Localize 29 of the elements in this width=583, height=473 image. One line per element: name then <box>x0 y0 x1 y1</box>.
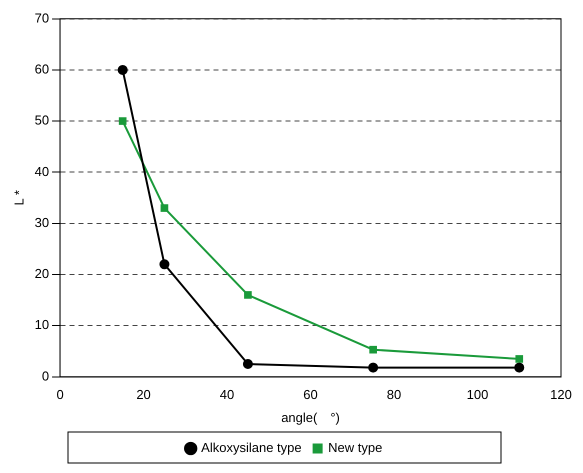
x-tick-label: 40 <box>220 387 234 402</box>
point <box>118 117 127 125</box>
point <box>118 64 128 75</box>
y-tick-label: 10 <box>34 317 50 332</box>
y-tick-label: 70 <box>34 10 50 26</box>
point <box>160 204 168 212</box>
x-tick-label: 80 <box>386 387 402 402</box>
point <box>515 355 524 363</box>
y-tick-label: 20 <box>34 266 50 282</box>
legend-label: New type <box>328 440 382 456</box>
x-tick-label: 20 <box>136 387 151 402</box>
x-tick-label: 100 <box>466 387 488 402</box>
x-tick-label: 60 <box>303 387 318 402</box>
x-axis-title: angle( °) <box>281 410 340 425</box>
y-tick-label: 40 <box>34 164 50 179</box>
y-axis-title: L * <box>11 190 26 206</box>
y-tick-label: 50 <box>34 112 50 128</box>
point <box>369 346 377 354</box>
x-tick-label: 120 <box>550 387 572 402</box>
y-tick-label: 60 <box>34 62 50 77</box>
point <box>159 259 170 270</box>
y-tick-label: 30 <box>34 214 50 230</box>
x-tick-label: 0 <box>56 387 64 402</box>
point <box>244 291 252 299</box>
point <box>242 359 253 370</box>
point <box>514 362 524 373</box>
legend-label: Alkoxysilane type <box>201 440 302 456</box>
y-tick-label: 0 <box>42 368 50 384</box>
point <box>368 362 378 373</box>
